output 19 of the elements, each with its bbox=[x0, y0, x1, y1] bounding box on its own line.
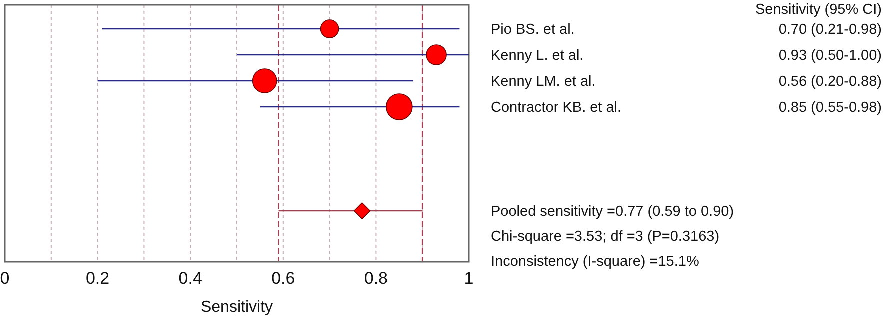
data-label: 0.56 (0.20-0.88) bbox=[778, 74, 882, 90]
data-label: 0.85 (0.55-0.98) bbox=[778, 100, 882, 116]
x-axis-title: Sensitivity bbox=[200, 299, 274, 316]
y-tick-label: Kenny L. et al. bbox=[491, 48, 584, 64]
y-tick-label: Kenny LM. et al. bbox=[491, 74, 596, 90]
y-tick-label: Contractor KB. et al. bbox=[491, 100, 622, 116]
y-tick-label: Pio BS. et al. bbox=[491, 22, 575, 38]
x-tick-label: 1 bbox=[464, 269, 474, 288]
data-label: 0.70 (0.21-0.98) bbox=[778, 22, 882, 38]
text: Chi-square =3.53; df =3 (P=0.3163) bbox=[491, 229, 720, 245]
text: Inconsistency (I-square) =15.1% bbox=[491, 254, 700, 270]
x-tick-label: 0.8 bbox=[364, 269, 388, 288]
text: Sensitivity (95% CI) bbox=[755, 2, 882, 18]
x-tick-label: 0.4 bbox=[178, 269, 202, 288]
x-tick-label: 0 bbox=[0, 269, 10, 288]
data-label: 0.93 (0.50-1.00) bbox=[778, 48, 882, 64]
x-tick-label: 0.2 bbox=[86, 269, 110, 288]
text: Pooled sensitivity =0.77 (0.59 to 0.90) bbox=[491, 204, 734, 220]
x-tick-label: 0.6 bbox=[272, 269, 296, 288]
